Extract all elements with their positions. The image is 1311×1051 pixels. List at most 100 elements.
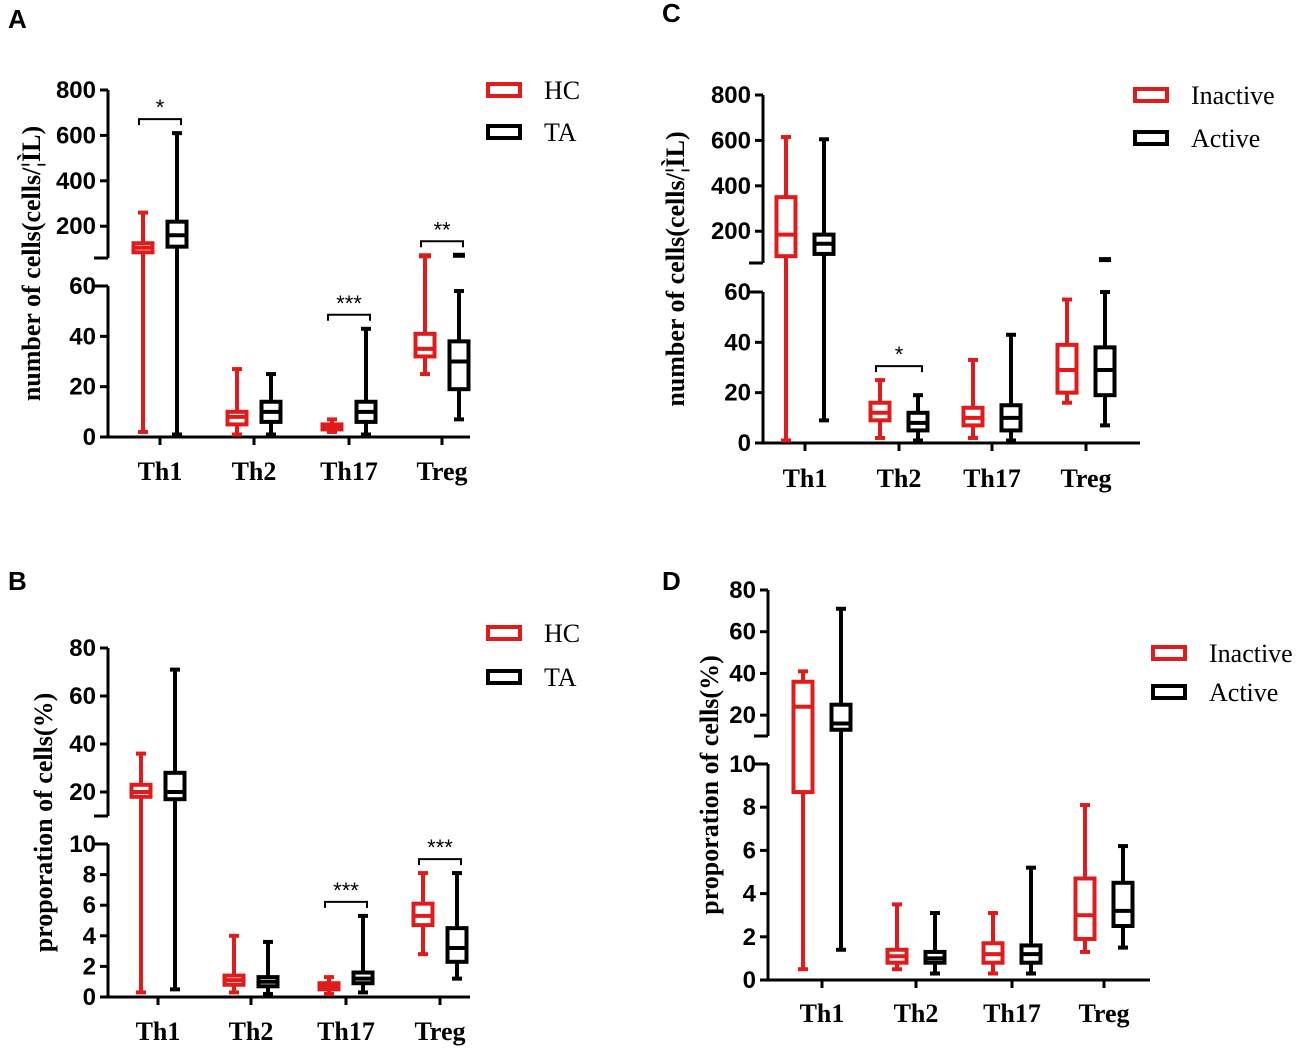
legend-label-active: Active xyxy=(1209,678,1278,707)
x-tick-label: Th17 xyxy=(317,1017,375,1046)
box-active-th1 xyxy=(812,137,836,423)
box-hc-th1 xyxy=(129,751,153,995)
y-tick-label: 2 xyxy=(83,953,96,980)
x-tick-label: Th1 xyxy=(783,464,828,493)
y-tick-label: 60 xyxy=(729,619,756,646)
significance-bracket xyxy=(418,858,462,866)
box-hc-treg xyxy=(413,253,437,377)
panel-letter: C xyxy=(662,0,681,28)
legend-swatch-ta xyxy=(486,124,522,140)
box-active-treg xyxy=(1093,257,1117,428)
box-ta-treg xyxy=(445,871,469,981)
significance-label: *** xyxy=(333,878,359,903)
panel-letter: B xyxy=(8,566,27,596)
box-active-th17 xyxy=(1019,865,1043,976)
y-tick-label: 40 xyxy=(69,323,96,350)
box-active-th1 xyxy=(829,606,853,952)
x-tick-label: Th2 xyxy=(877,464,922,493)
y-tick-label: 0 xyxy=(743,967,756,994)
x-tick-label: Th2 xyxy=(894,999,939,1028)
box-inactive-th17 xyxy=(981,911,1005,976)
y-tick-label: 60 xyxy=(69,273,96,300)
legend-swatch-ta xyxy=(486,669,522,685)
y-tick-label: 0 xyxy=(738,430,751,457)
box-hc-th17 xyxy=(317,975,341,996)
y-tick-label: 10 xyxy=(729,751,756,778)
box-ta-th2 xyxy=(259,372,283,437)
box-iqr xyxy=(413,331,437,359)
legend-label-ta: TA xyxy=(544,118,577,147)
box-iqr xyxy=(1073,876,1097,941)
significance-bracket xyxy=(420,240,464,248)
y-tick-label: 60 xyxy=(724,279,751,306)
legend-swatch-active xyxy=(1151,684,1187,700)
significance-label: * xyxy=(156,95,165,120)
legend-swatch-inactive xyxy=(1151,645,1187,661)
box-iqr xyxy=(447,339,471,392)
y-tick-label: 0 xyxy=(83,984,96,1011)
x-tick-label: Th2 xyxy=(232,457,277,486)
significance-label: *** xyxy=(336,291,362,316)
y-tick-label: 0 xyxy=(83,424,96,451)
box-ta-treg xyxy=(447,252,471,422)
panel-a: A 0 20 40 60 200 400 600 800 number of cells(cell… xyxy=(8,4,580,486)
x-tick-label: Th1 xyxy=(800,999,845,1028)
x-tick-label: Th1 xyxy=(138,457,183,486)
x-tick-label: Treg xyxy=(1078,999,1129,1028)
box-iqr xyxy=(163,770,187,802)
y-axis-label: proporation of cells(%) xyxy=(695,655,724,915)
box-hc-th2 xyxy=(225,367,249,437)
box-hc-treg xyxy=(411,871,435,957)
significance-bracket xyxy=(324,900,368,908)
y-tick-label: 200 xyxy=(711,218,751,245)
x-tick-label: Th1 xyxy=(136,1017,181,1046)
significance-label: * xyxy=(895,342,904,367)
legend-label-hc: HC xyxy=(544,76,580,105)
box-inactive-treg xyxy=(1073,803,1097,954)
y-tick-label: 400 xyxy=(711,173,751,200)
legend-label-ta: TA xyxy=(544,663,577,692)
y-tick-label: 40 xyxy=(69,731,96,758)
legend-label-active: Active xyxy=(1191,124,1260,153)
y-tick-label: 4 xyxy=(743,881,757,908)
significance-label: ** xyxy=(433,217,451,242)
box-iqr xyxy=(791,679,815,795)
legend-swatch-hc xyxy=(486,625,522,641)
box-ta-th17 xyxy=(354,326,378,437)
panel-letter: D xyxy=(662,566,681,596)
y-tick-label: 2 xyxy=(743,924,756,951)
y-tick-label: 800 xyxy=(711,82,751,109)
legend-swatch-inactive xyxy=(1133,87,1169,103)
box-iqr xyxy=(774,195,798,259)
legend-swatch-active xyxy=(1133,130,1169,146)
x-tick-label: Treg xyxy=(416,457,467,486)
x-tick-label: Th17 xyxy=(983,999,1041,1028)
y-tick-label: 8 xyxy=(83,862,96,889)
box-inactive-th1 xyxy=(791,669,815,972)
box-inactive-th2 xyxy=(868,378,892,440)
box-inactive-treg xyxy=(1055,297,1079,405)
y-tick-label: 200 xyxy=(56,213,96,240)
y-axis-label: number of cells(cells/¦ÌL) xyxy=(661,131,690,406)
box-ta-th17 xyxy=(351,913,375,995)
significance-bracket xyxy=(875,365,923,373)
y-tick-label: 20 xyxy=(724,380,751,407)
box-hc-th1 xyxy=(131,210,155,434)
y-tick-label: 20 xyxy=(729,702,756,729)
box-hc-th2 xyxy=(222,933,246,995)
y-tick-label: 8 xyxy=(743,794,756,821)
box-ta-th1 xyxy=(165,131,189,437)
x-tick-label: Treg xyxy=(414,1017,465,1046)
x-tick-label: Th2 xyxy=(229,1017,274,1046)
panel-b: B 0 2 4 6 8 10 20 40 60 80 proporation of cells(%) T… xyxy=(8,566,580,1046)
box-active-th2 xyxy=(923,911,947,976)
y-tick-label: 20 xyxy=(69,374,96,401)
box-hc-th17 xyxy=(320,417,344,434)
box-iqr xyxy=(445,926,469,964)
x-tick-label: Th17 xyxy=(963,464,1021,493)
y-tick-label: 10 xyxy=(69,831,96,858)
y-tick-label: 400 xyxy=(56,168,96,195)
box-iqr xyxy=(1111,880,1135,928)
legend-label-inactive: Inactive xyxy=(1191,81,1275,110)
